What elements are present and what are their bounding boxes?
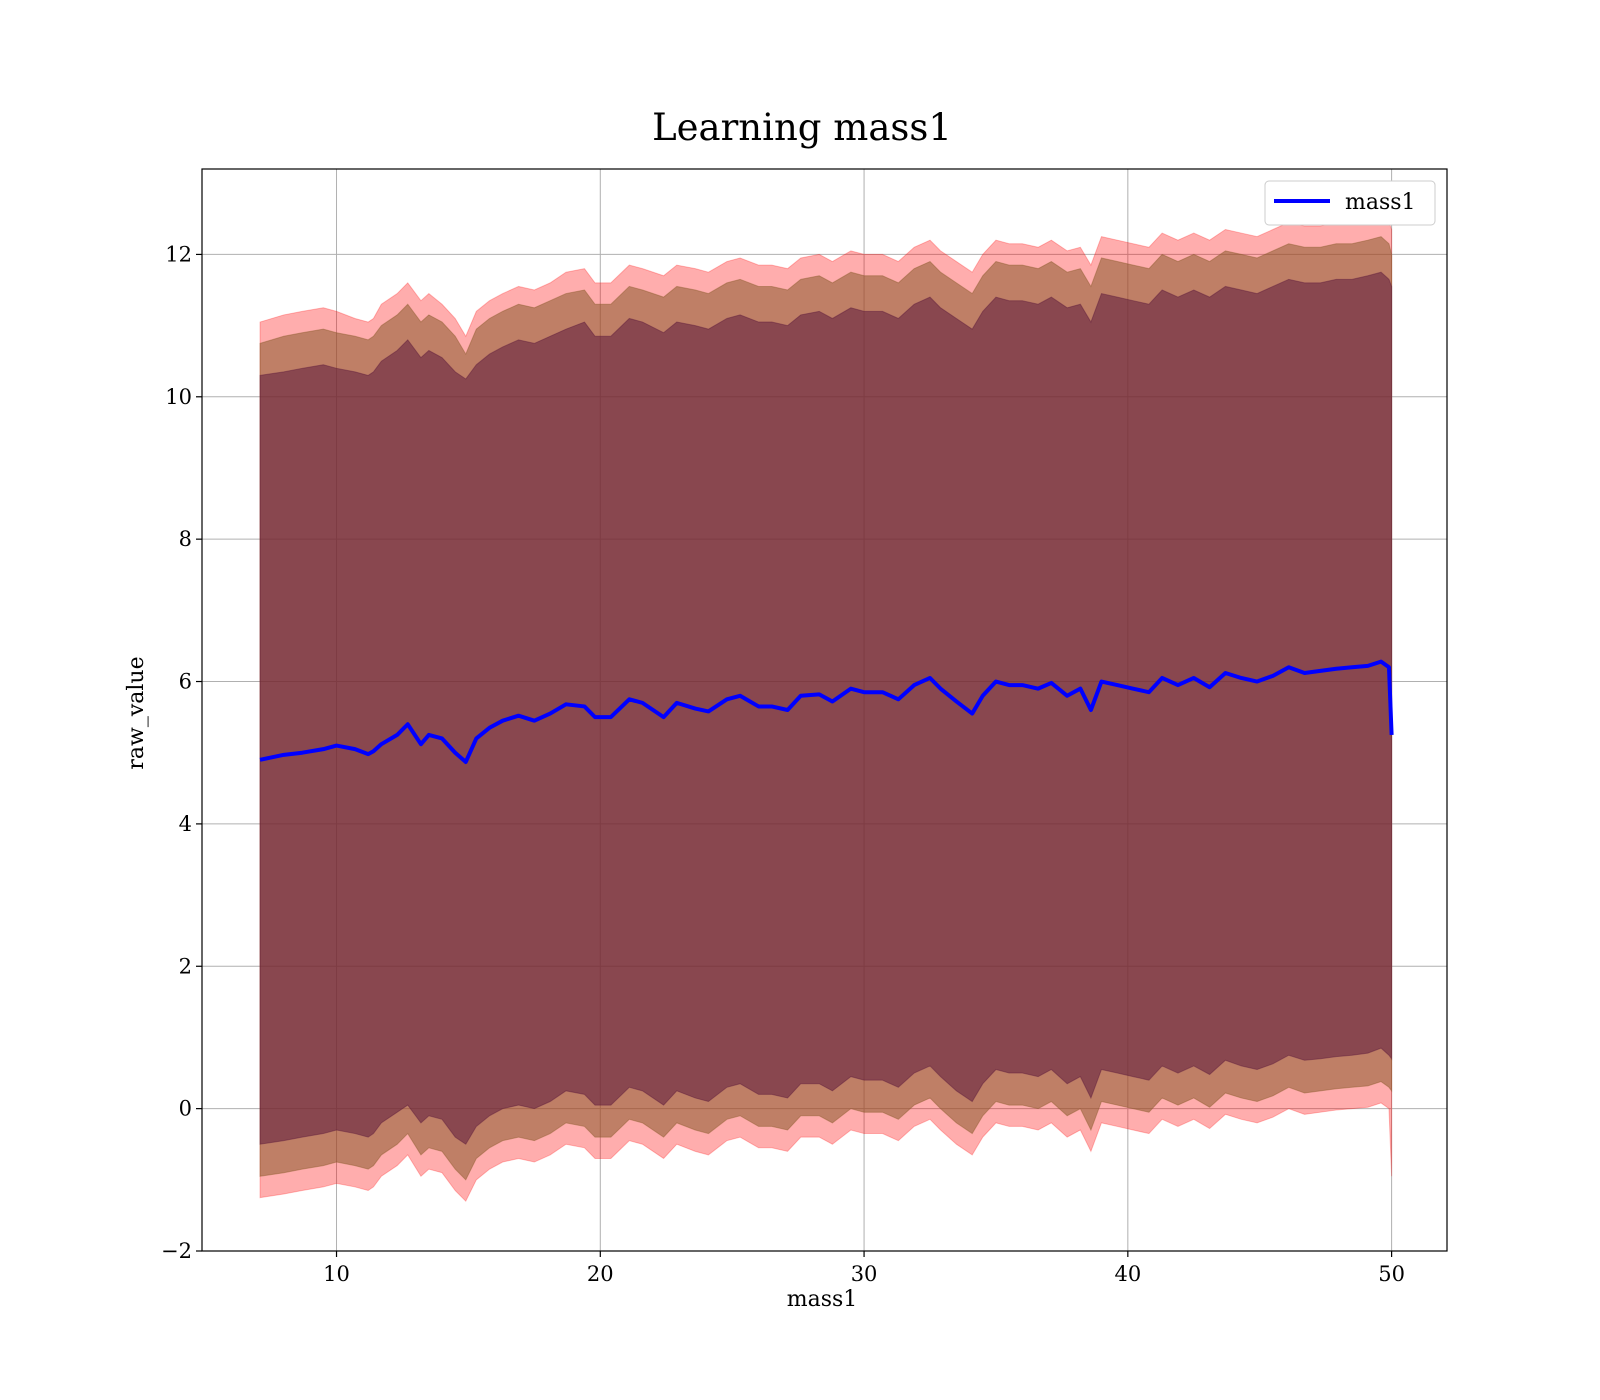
y-axis-label: raw_value (124, 656, 149, 769)
y-tick-label: 8 (179, 527, 192, 551)
y-tick-label: 4 (179, 812, 192, 836)
y-axis-ticks: −2 0 2 4 6 8 10 12 (161, 242, 202, 1263)
confidence-bands (259, 214, 1393, 1203)
band-inner (259, 271, 1393, 1145)
plot-frame (201, 168, 1448, 1252)
legend-label-mass1: mass1 (1345, 190, 1416, 215)
y-tick-label: 0 (179, 1097, 192, 1121)
series-line-mass1 (259, 659, 1394, 764)
x-tick-label: 10 (323, 1262, 350, 1286)
y-tick-label: 10 (165, 385, 192, 409)
x-tick-label: 50 (1378, 1262, 1405, 1286)
legend: mass1 (1264, 180, 1436, 226)
chart-title: Learning mass1 (652, 106, 952, 149)
x-tick-label: 40 (1114, 1262, 1141, 1286)
y-tick-label: 6 (179, 670, 192, 694)
x-tick-label: 20 (587, 1262, 614, 1286)
x-axis-label: mass1 (787, 1287, 858, 1312)
y-tick-label: −2 (161, 1239, 192, 1263)
series-lines (259, 659, 1394, 764)
y-tick-label: 12 (165, 242, 192, 266)
y-tick-label: 2 (179, 954, 192, 978)
x-tick-label: 30 (851, 1262, 878, 1286)
x-axis-ticks: 10 20 30 40 50 (323, 1251, 1405, 1286)
plot-area (201, 168, 1448, 1252)
legend-box (1264, 180, 1436, 226)
